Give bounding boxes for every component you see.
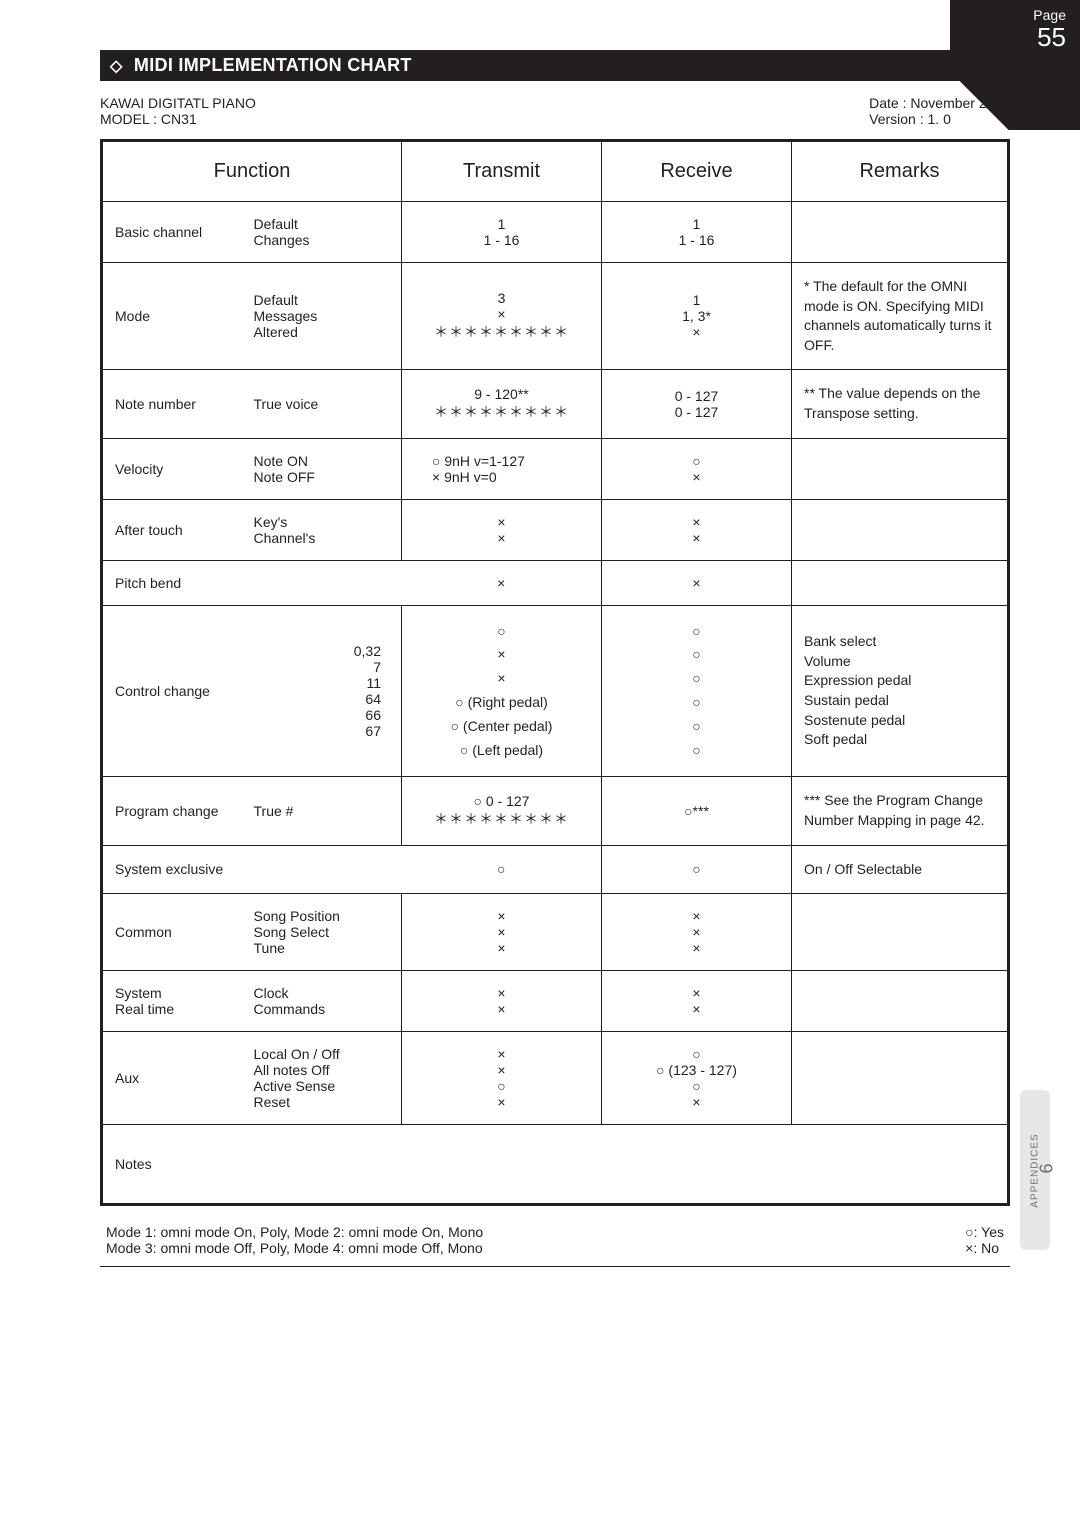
row-aux: Aux Local On / Off All notes Off Active … <box>102 1032 1009 1125</box>
side-tab: APPENDICES 6 <box>1020 1090 1050 1250</box>
page-number: 55 <box>1033 23 1066 52</box>
doc-header: KAWAI DIGITATL PIANO MODEL : CN31 Date :… <box>100 95 1010 127</box>
footer-left-2: Mode 3: omni mode Off, Poly, Mode 4: omn… <box>106 1240 483 1256</box>
row-pitch-bend: Pitch bend × × <box>102 560 1009 605</box>
row-common: Common Song Position Song Select Tune × … <box>102 894 1009 971</box>
side-tab-section: 6 <box>1036 1163 1057 1173</box>
col-receive: Receive <box>602 141 792 202</box>
footer-left-1: Mode 1: omni mode On, Poly, Mode 2: omni… <box>106 1224 483 1240</box>
col-function: Function <box>102 141 402 202</box>
footer-right-2: ×: No <box>965 1240 1004 1256</box>
page-corner: Page 55 <box>950 0 1080 130</box>
footer-legend: Mode 1: omni mode On, Poly, Mode 2: omni… <box>100 1224 1010 1267</box>
section-title: MIDI IMPLEMENTATION CHART <box>134 55 412 75</box>
row-program-change: Program change True # ○ 0 - 127 ＊＊＊＊＊＊＊＊… <box>102 777 1009 845</box>
row-control-change: Control change 0,32 7 11 64 66 67 ○ × × … <box>102 605 1009 777</box>
header-left-1: KAWAI DIGITATL PIANO <box>100 95 256 111</box>
diamond-icon: ◇ <box>110 58 123 75</box>
row-velocity: Velocity Note ON Note OFF ○ 9nH v=1-127 … <box>102 438 1009 499</box>
col-remarks: Remarks <box>792 141 1009 202</box>
footer-right-1: ○: Yes <box>965 1224 1004 1240</box>
row-basic-channel: Basic channel Default Changes 1 1 - 16 1… <box>102 202 1009 263</box>
midi-chart-table: Function Transmit Receive Remarks Basic … <box>100 139 1010 1206</box>
header-left-2: MODEL : CN31 <box>100 111 256 127</box>
row-notes: Notes <box>102 1125 1009 1205</box>
row-mode: Mode Default Messages Altered 3 × ＊＊＊＊＊＊… <box>102 263 1009 370</box>
row-system-realtime: System Real time Clock Commands × × × × <box>102 971 1009 1032</box>
row-system-exclusive: System exclusive ○ ○ On / Off Selectable <box>102 845 1009 894</box>
row-after-touch: After touch Key's Channel's × × × × <box>102 499 1009 560</box>
row-note-number: Note number True voice 9 - 120** ＊＊＊＊＊＊＊… <box>102 370 1009 438</box>
section-title-bar: ◇ MIDI IMPLEMENTATION CHART <box>100 50 1010 81</box>
col-transmit: Transmit <box>402 141 602 202</box>
page-label: Page <box>1033 7 1066 23</box>
